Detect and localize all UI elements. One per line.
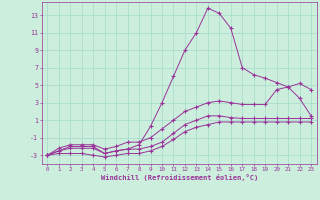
X-axis label: Windchill (Refroidissement éolien,°C): Windchill (Refroidissement éolien,°C) <box>100 174 258 181</box>
